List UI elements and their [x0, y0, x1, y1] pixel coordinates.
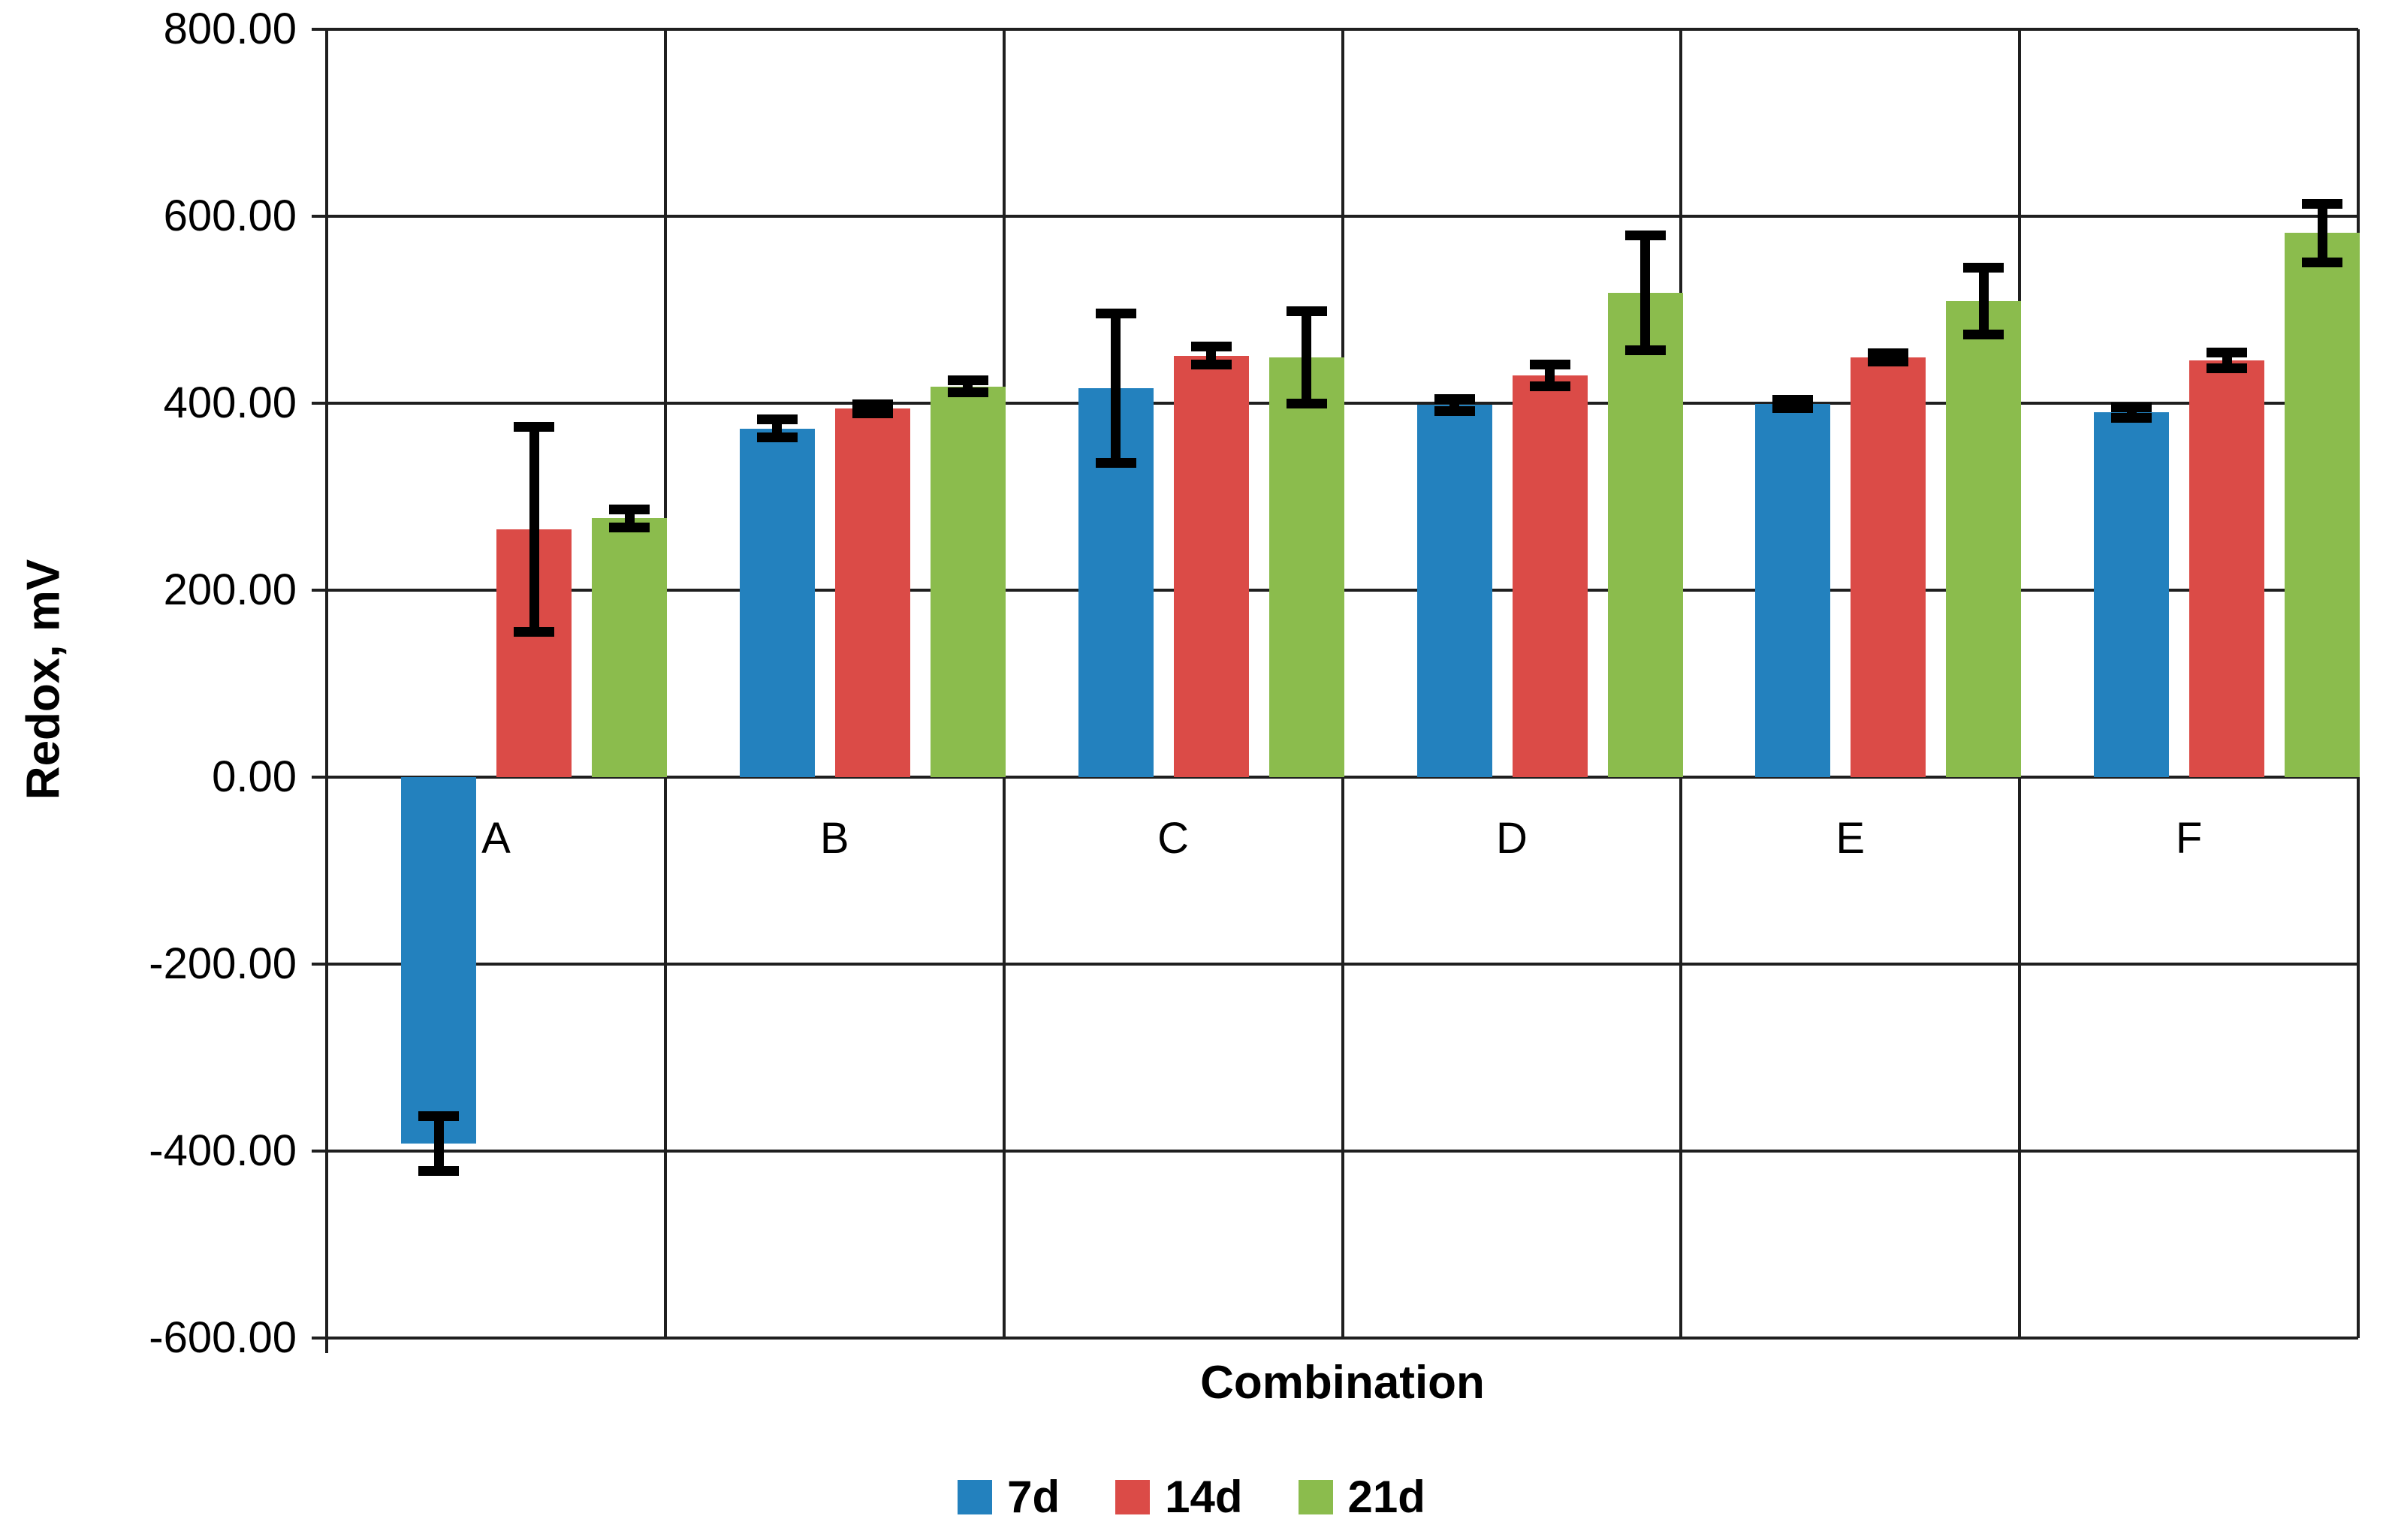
- errorbar-cap-top-A-21d: [609, 504, 650, 514]
- bar-A-21d: [592, 518, 667, 777]
- y-tick-mark-0: [312, 776, 327, 779]
- errorbar-cap-top-E-21d: [1963, 263, 2004, 273]
- y-tick-label--600: -600.00: [149, 1313, 297, 1362]
- bar-F-21d: [2285, 233, 2360, 777]
- bar-F-14d: [2189, 360, 2265, 777]
- errorbar-A-7d: [433, 1115, 444, 1172]
- x-label-C: C: [1157, 814, 1190, 863]
- x-label-A: A: [481, 814, 511, 863]
- legend-swatch-14d: [1115, 1480, 1151, 1514]
- errorbar-cap-bottom-A-14d: [514, 627, 554, 637]
- y-tick-label-400: 400.00: [163, 378, 297, 427]
- errorbar-cap-top-D-7d: [1434, 393, 1475, 404]
- errorbar-cap-bottom-B-14d: [852, 408, 893, 418]
- errorbar-cap-top-E-14d: [1868, 348, 1909, 358]
- errorbar-cap-bottom-A-21d: [609, 522, 650, 532]
- h-gridline--600: [327, 1337, 2358, 1340]
- errorbar-cap-top-A-14d: [514, 422, 554, 432]
- errorbar-cap-top-C-7d: [1095, 309, 1136, 319]
- errorbar-cap-top-C-14d: [1190, 342, 1232, 352]
- errorbar-cap-top-D-14d: [1529, 359, 1570, 369]
- errorbar-cap-top-E-7d: [1772, 395, 1814, 405]
- bar-B-21d: [930, 386, 1006, 777]
- errorbar-cap-bottom-D-21d: [1624, 345, 1666, 356]
- errorbar-E-21d: [1978, 267, 1989, 336]
- errorbar-cap-bottom-B-7d: [756, 432, 798, 443]
- y-tick-label-800: 800.00: [163, 5, 297, 53]
- legend-label-21d: 21d: [1347, 1472, 1425, 1522]
- bar-B-7d: [739, 428, 815, 777]
- errorbar-cap-top-F-7d: [2111, 402, 2152, 412]
- bar-C-14d: [1173, 355, 1249, 777]
- errorbar-cap-bottom-B-21d: [947, 387, 988, 398]
- errorbar-cap-bottom-D-7d: [1434, 406, 1475, 417]
- bar-D-7d: [1416, 405, 1492, 777]
- bar-A-7d: [401, 777, 476, 1144]
- bar-B-14d: [834, 408, 910, 777]
- legend-swatch-21d: [1298, 1480, 1333, 1514]
- errorbar-cap-top-B-7d: [756, 414, 798, 425]
- legend-item-21d: 21d: [1298, 1472, 1425, 1522]
- legend-item-7d: 7d: [958, 1473, 1060, 1521]
- bar-E-7d: [1755, 404, 1831, 777]
- errorbar-D-14d: [1545, 363, 1555, 387]
- errorbar-cap-bottom-E-14d: [1868, 357, 1909, 367]
- y-tick-label-0: 0.00: [212, 752, 297, 801]
- errorbar-C-21d: [1302, 310, 1312, 405]
- y-tick-mark--200: [312, 963, 327, 966]
- x-axis-title: Combination: [1200, 1357, 1485, 1409]
- legend-label-7d: 7d: [1007, 1472, 1060, 1522]
- errorbar-cap-top-D-21d: [1624, 230, 1666, 240]
- legend-label-14d: 14d: [1165, 1472, 1243, 1522]
- bar-D-21d: [1607, 293, 1683, 777]
- errorbar-cap-top-B-21d: [947, 375, 988, 385]
- y-tick-label-600: 600.00: [163, 191, 297, 240]
- x-label-E: E: [1836, 814, 1866, 863]
- errorbar-cap-top-F-21d: [2302, 198, 2343, 209]
- errorbar-D-21d: [1640, 234, 1650, 351]
- errorbar-cap-top-C-21d: [1286, 306, 1327, 316]
- errorbar-cap-bottom-F-7d: [2111, 412, 2152, 423]
- errorbar-cap-bottom-F-14d: [2207, 363, 2248, 373]
- legend-item-14d: 14d: [1115, 1472, 1243, 1522]
- y-tick-mark-600: [312, 215, 327, 218]
- y-tick-label--400: -400.00: [149, 1126, 297, 1175]
- y-tick-mark-800: [312, 28, 327, 31]
- y-tick-mark-200: [312, 589, 327, 592]
- bar-E-14d: [1851, 357, 1926, 777]
- bar-E-21d: [1946, 301, 2022, 777]
- v-gridline-0: [325, 29, 328, 1353]
- y-tick-mark--400: [312, 1150, 327, 1153]
- y-tick-label--200: -200.00: [149, 939, 297, 988]
- errorbar-C-7d: [1111, 313, 1121, 463]
- errorbar-cap-bottom-E-21d: [1963, 330, 2004, 340]
- errorbar-cap-top-B-14d: [852, 399, 893, 410]
- x-label-F: F: [2175, 814, 2203, 863]
- errorbar-cap-bottom-D-14d: [1529, 381, 1570, 391]
- legend-swatch-7d: [958, 1480, 993, 1514]
- errorbar-cap-bottom-A-7d: [418, 1166, 459, 1177]
- legend: 7d 14d 21d: [0, 1473, 2383, 1521]
- errorbar-cap-bottom-E-7d: [1772, 403, 1814, 414]
- y-tick-label-200: 200.00: [163, 565, 297, 614]
- errorbar-cap-top-F-14d: [2207, 347, 2248, 357]
- x-label-B: B: [819, 814, 849, 863]
- bar-D-14d: [1512, 375, 1588, 777]
- errorbar-A-14d: [529, 426, 539, 633]
- errorbar-cap-bottom-C-7d: [1095, 457, 1136, 468]
- errorbar-cap-bottom-C-21d: [1286, 399, 1327, 409]
- bar-C-21d: [1268, 357, 1344, 777]
- errorbar-F-21d: [2317, 203, 2327, 264]
- errorbar-cap-top-A-7d: [418, 1111, 459, 1121]
- bar-F-7d: [2094, 412, 2170, 777]
- x-label-D: D: [1495, 814, 1528, 863]
- y-tick-mark--600: [312, 1337, 327, 1340]
- y-tick-mark-400: [312, 402, 327, 405]
- errorbar-cap-bottom-C-14d: [1190, 359, 1232, 369]
- errorbar-cap-bottom-F-21d: [2302, 258, 2343, 268]
